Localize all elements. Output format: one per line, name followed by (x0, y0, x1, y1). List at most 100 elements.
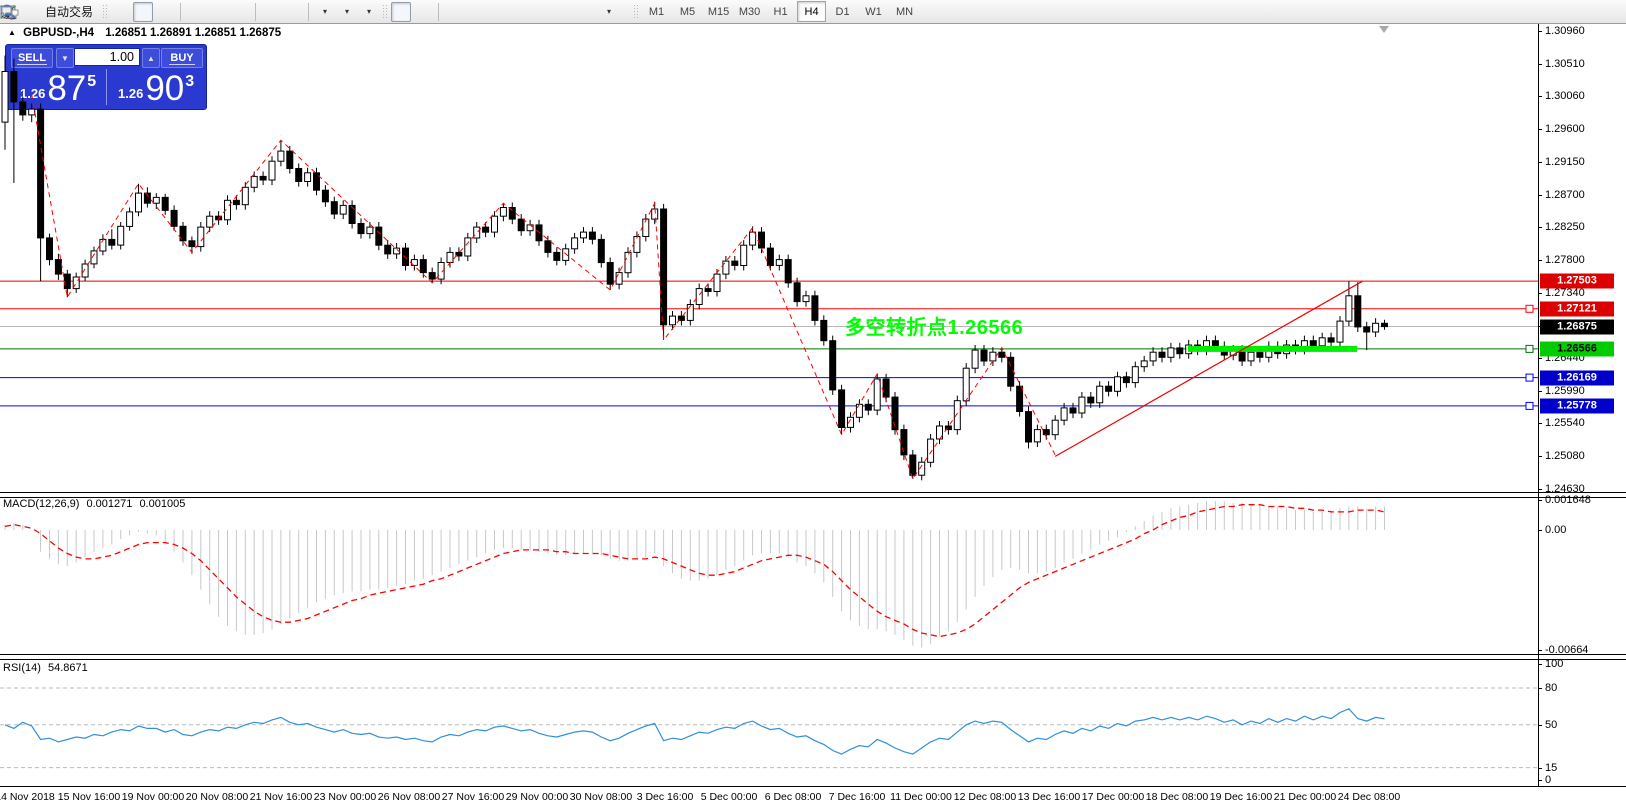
time-axis-label: 27 Nov 16:00 (441, 791, 505, 803)
timeframe-mn[interactable]: MN (895, 5, 914, 18)
crosshair-tool-icon[interactable] (1, 2, 433, 22)
time-axis-label: 24 Dec 08:00 (1337, 791, 1401, 803)
trendline-tool-icon[interactable] (1, 2, 508, 22)
price-tick (1538, 63, 1542, 65)
vertical-line-tool-icon[interactable] (5, 2, 464, 22)
candlestick-chart-icon[interactable] (1, 1, 154, 22)
timeframe-h4[interactable]: H4 (797, 1, 827, 22)
fibonacci-tool-icon[interactable]: F (2, 2, 552, 22)
price-tick (1538, 489, 1542, 490)
volume-decrease-button[interactable]: ▼ (56, 48, 74, 68)
chat-icon[interactable] (1, 2, 1615, 22)
rsi-tick (1538, 780, 1542, 781)
price-tick (1538, 129, 1542, 131)
price-axis-border (1538, 24, 1539, 786)
timeframe-w1[interactable]: W1 (865, 5, 882, 18)
buy-button[interactable]: BUY (161, 48, 203, 68)
timeframe-m5[interactable]: M5 (679, 5, 696, 18)
macd-tick-label: -0.00664 (1545, 644, 1589, 656)
buy-price[interactable]: 1.26 90 3 (118, 69, 195, 108)
auto-scroll-icon[interactable] (2, 2, 281, 22)
rsi-svg (0, 687, 1538, 769)
zoom-in-icon[interactable] (1, 2, 206, 22)
price-tick-label: 1.24630 (1545, 483, 1585, 495)
macd-tick-label: 0.001648 (1545, 494, 1591, 507)
panel-separator[interactable] (0, 492, 1626, 498)
price-tick-label: 1.29150 (1545, 156, 1585, 168)
arrows-tool-button[interactable]: ▾ (3, 2, 618, 22)
chart-shift-icon[interactable] (2, 2, 303, 22)
search-icon[interactable] (1, 2, 1552, 22)
level-price-badge[interactable]: 1.25778 (1540, 398, 1614, 414)
horizontal-line-tool-icon[interactable] (1, 2, 486, 22)
rsi-tick-label: 50 (1545, 718, 1558, 731)
sell-price[interactable]: 1.26 87 5 (20, 69, 97, 108)
rsi-tick-label: 0 (1545, 774, 1552, 786)
bar-chart-icon[interactable] (1, 2, 131, 22)
rsi-tick-label: 80 (1545, 682, 1558, 694)
volume-increase-button[interactable]: ▲ (142, 48, 160, 68)
timeframe-m30[interactable]: M30 (738, 5, 761, 18)
chart-symbol: GBPUSD-,H4 (23, 27, 95, 39)
text-tool-icon[interactable]: A (3, 2, 574, 22)
rsi-tick-label: 100 (1545, 657, 1564, 670)
toolbar-grip (102, 3, 108, 20)
time-axis-label: 17 Dec 00:00 (1081, 791, 1145, 803)
indicators-caret-icon: ▾ (323, 7, 328, 16)
timeframe-h1[interactable]: H1 (773, 5, 788, 18)
price-tick-label: 1.30060 (1545, 90, 1585, 103)
time-axis-label: 23 Nov 00:00 (313, 791, 377, 803)
time-axis-label: 19 Dec 16:00 (1209, 791, 1273, 803)
time-axis-label: 14 Nov 2018 (0, 791, 55, 803)
timeframe-m1[interactable]: M1 (648, 5, 665, 18)
macd-tick (1538, 500, 1542, 502)
main-chart-svg (0, 26, 1538, 481)
rsi-tick (1538, 767, 1542, 769)
time-axis-label: 12 Dec 08:00 (953, 791, 1017, 803)
main-toolbar: 单 自动交易 (0, 0, 1626, 24)
tile-windows-icon[interactable] (0, 2, 250, 22)
rsi-tick (1538, 688, 1542, 689)
arrows-caret-icon: ▾ (607, 7, 612, 16)
price-tick (1538, 292, 1542, 294)
time-axis-label: 26 Nov 08:00 (377, 791, 441, 803)
price-tick-label: 1.30960 (1545, 25, 1585, 37)
price-tick (1538, 31, 1542, 32)
equidistant-channel-tool-icon[interactable]: E (0, 2, 530, 22)
rsi-tick-label: 15 (1545, 761, 1558, 774)
price-tick (1538, 423, 1542, 425)
periods-button[interactable]: ▾ (1, 2, 356, 22)
level-price-badge[interactable]: 1.26566 (1540, 341, 1614, 357)
chart-annotation: 多空转折点1.26566 (845, 317, 1024, 339)
timeframe-m15[interactable]: M15 (707, 5, 730, 18)
timeframe-d1[interactable]: D1 (835, 5, 850, 18)
timeframe-toolbar: M1 M5 M15 M30 H1 H4 D1 W1 MN (641, 1, 920, 22)
price-tick-label: 1.25540 (1545, 417, 1585, 430)
chart-ohlc: 1.26851 1.26891 1.26851 1.26875 (105, 27, 282, 39)
price-tick (1538, 456, 1542, 458)
price-tick (1538, 96, 1542, 98)
zoom-out-icon[interactable] (1, 2, 228, 22)
time-axis-label: 15 Nov 16:00 (57, 791, 121, 803)
time-axis-label: 29 Nov 00:00 (505, 791, 569, 803)
level-price-badge[interactable]: 1.27121 (1540, 301, 1614, 317)
level-price-badge[interactable]: 1.26169 (1540, 370, 1614, 386)
collapse-triangle-icon[interactable]: ▲ (8, 28, 16, 37)
templates-caret-icon: ▾ (367, 7, 372, 16)
autotrade-button[interactable]: 自动交易 (1, 2, 98, 22)
text-label-tool-icon[interactable]: T (1, 2, 596, 22)
time-axis-label: 20 Nov 08:00 (185, 791, 249, 803)
line-chart-icon[interactable] (1, 2, 175, 22)
current-price-badge: 1.26875 (1540, 319, 1614, 334)
sell-button[interactable]: SELL (11, 48, 53, 68)
indicators-button[interactable]: ▾ (1, 2, 334, 22)
templates-button[interactable]: ▾ (0, 2, 378, 22)
price-tick (1538, 194, 1542, 196)
volume-input[interactable] (74, 48, 140, 66)
price-tick-label: 1.25990 (1545, 384, 1585, 397)
panel-separator[interactable] (0, 654, 1626, 660)
level-price-badge[interactable]: 1.27503 (1540, 273, 1614, 289)
price-tick (1538, 358, 1542, 359)
cursor-tool-icon[interactable] (3, 1, 412, 22)
